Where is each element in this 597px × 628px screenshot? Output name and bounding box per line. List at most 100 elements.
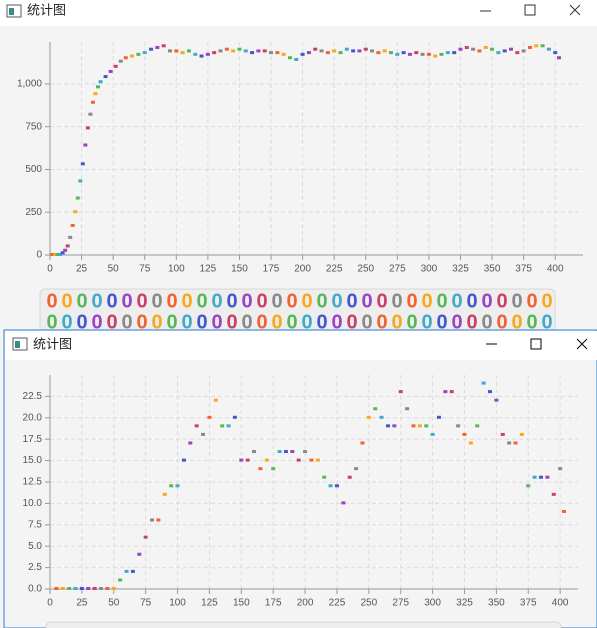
legend-item: 0	[241, 311, 252, 333]
x-tick-label: 150	[233, 598, 250, 609]
point	[93, 92, 98, 96]
legend-item: 0	[211, 311, 222, 333]
point	[73, 587, 78, 590]
point	[199, 54, 204, 58]
point	[424, 424, 429, 428]
x-tick-label: 400	[552, 598, 569, 609]
close-button[interactable]	[576, 338, 588, 350]
legend-item: 0	[196, 311, 207, 333]
point	[558, 467, 563, 471]
point	[283, 450, 288, 454]
point	[143, 535, 148, 539]
point	[55, 253, 60, 256]
point	[509, 47, 514, 51]
legend-item: 0	[91, 290, 102, 312]
y-tick-label: 10.0	[23, 498, 43, 509]
legend-item: 0	[271, 311, 282, 333]
point	[471, 47, 476, 51]
legend-item: 0	[61, 290, 72, 312]
title-bar	[0, 0, 597, 26]
point	[123, 56, 128, 60]
point	[494, 398, 499, 402]
x-tick-label: 300	[424, 598, 441, 609]
point	[532, 475, 537, 479]
legend-item: 0	[196, 290, 207, 312]
legend-item: 0	[166, 311, 177, 333]
point	[287, 56, 292, 60]
point	[218, 49, 223, 53]
point	[443, 390, 448, 394]
point	[500, 432, 505, 436]
point	[430, 432, 435, 436]
legend-item: 0	[436, 290, 447, 312]
point	[527, 45, 532, 49]
point	[389, 51, 394, 55]
point	[392, 424, 397, 428]
legend-item: 0	[211, 290, 222, 312]
x-tick-label: 75	[140, 598, 152, 609]
y-tick-label: 0.0	[28, 584, 42, 595]
point	[150, 518, 155, 522]
legend-item: 0	[286, 311, 297, 333]
point	[118, 578, 123, 582]
x-tick-label: 250	[357, 264, 374, 275]
point	[224, 47, 229, 51]
x-tick-label: 325	[456, 598, 473, 609]
point	[452, 51, 457, 55]
legend-item: 0	[286, 290, 297, 312]
point	[300, 52, 305, 56]
point	[502, 49, 507, 53]
point	[405, 407, 410, 411]
close-button[interactable]	[569, 4, 581, 16]
point	[86, 587, 91, 590]
point	[226, 424, 231, 428]
title-bar	[5, 331, 597, 360]
point	[250, 51, 255, 55]
legend-item: 0	[301, 311, 312, 333]
point	[373, 407, 378, 411]
point	[370, 49, 375, 53]
point	[354, 467, 359, 471]
point	[220, 424, 225, 428]
point	[551, 492, 556, 496]
point	[155, 45, 160, 49]
legend-item: 0	[106, 311, 117, 333]
point	[351, 49, 356, 53]
point	[540, 44, 545, 48]
maximize-button[interactable]	[524, 4, 536, 16]
point	[103, 75, 108, 79]
legend-item: 0	[331, 290, 342, 312]
point	[411, 424, 416, 428]
y-tick-label: 750	[25, 121, 42, 132]
legend-item: 0	[331, 311, 342, 333]
legend-item: 0	[76, 290, 87, 312]
legend-item: 0	[166, 290, 177, 312]
point	[357, 49, 362, 53]
point	[167, 49, 172, 53]
point	[439, 52, 444, 56]
point	[113, 64, 118, 68]
x-tick-label: 150	[231, 264, 248, 275]
point	[468, 441, 473, 445]
point	[65, 244, 70, 248]
legend-item: 0	[271, 290, 282, 312]
point	[118, 59, 123, 63]
point	[161, 44, 166, 48]
legend-item: 0	[106, 290, 117, 312]
x-tick-label: 175	[263, 264, 280, 275]
point	[262, 49, 267, 53]
y-tick-label: 500	[25, 164, 42, 175]
point	[201, 432, 206, 436]
legend-item: 0	[496, 290, 507, 312]
maximize-button[interactable]	[530, 338, 542, 350]
y-tick-label: 20.0	[23, 412, 43, 423]
point	[231, 49, 236, 53]
legend-item: 0	[421, 290, 432, 312]
point	[379, 415, 384, 419]
point	[252, 450, 257, 454]
point	[186, 49, 191, 53]
point	[105, 587, 110, 590]
y-tick-label: 17.5	[23, 434, 43, 445]
point	[95, 85, 100, 89]
x-tick-label: 275	[392, 598, 409, 609]
